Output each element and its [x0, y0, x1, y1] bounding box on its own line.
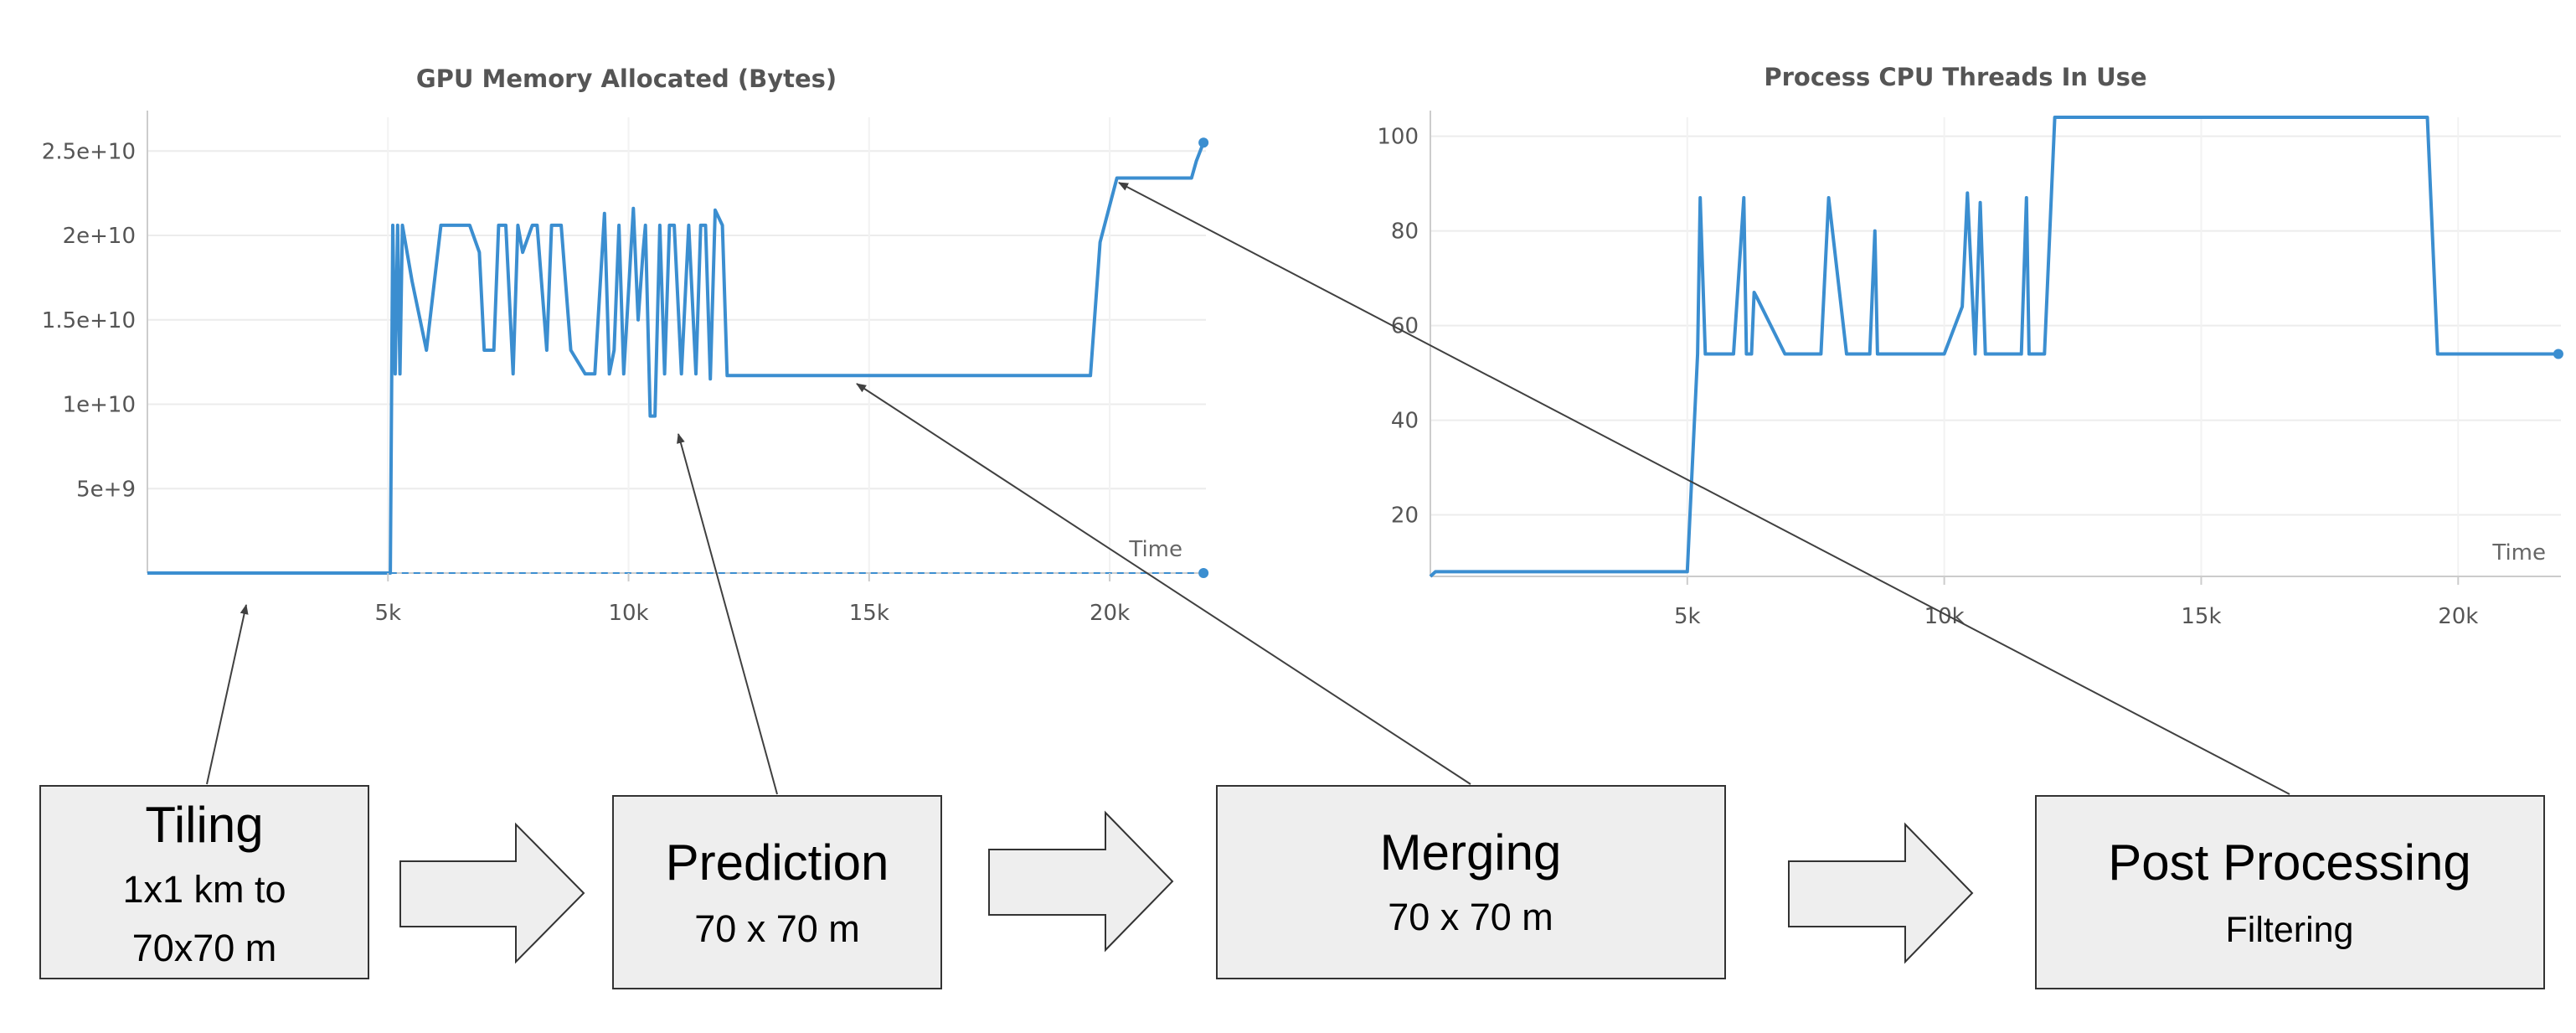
x-tick-label: 15k — [849, 601, 889, 626]
stage-post-processing-title: Post Processing — [2108, 834, 2471, 891]
y-tick-label: 100 — [1377, 125, 1419, 150]
block-arrow-3 — [1788, 822, 1974, 964]
gpu-chart-title: GPU Memory Allocated (Bytes) — [416, 65, 837, 93]
series-line — [147, 142, 1205, 575]
y-tick-label: 5e+9 — [76, 477, 136, 502]
x-tick-label: 10k — [1924, 604, 1965, 629]
x-tick-label: 20k — [1090, 601, 1130, 626]
cpu-chart-xlabel: Time — [2491, 540, 2546, 566]
stage-tiling-line-1: 1x1 km to — [122, 868, 286, 911]
stage-prediction-title: Prediction — [666, 834, 889, 891]
series-end-point — [1198, 137, 1209, 148]
series-end-point — [2553, 349, 2563, 359]
x-tick-label: 10k — [608, 601, 648, 626]
stage-post-processing-line-1: Filtering — [2226, 910, 2354, 950]
x-tick-label: 20k — [2438, 604, 2478, 629]
pointer-post-processing — [1118, 182, 2290, 795]
block-arrow-2 — [988, 810, 1174, 953]
y-tick-label: 1.5e+10 — [42, 308, 136, 333]
pointer-merging — [856, 383, 1471, 785]
stage-merging-line-1: 70 x 70 m — [1388, 896, 1553, 938]
pointer-prediction — [677, 433, 778, 795]
stage-post-processing: Post Processing Filtering — [2035, 795, 2545, 989]
gpu-chart-xlabel: Time — [1128, 537, 1182, 562]
series-line — [1429, 116, 2558, 578]
block-arrow-1 — [399, 822, 585, 964]
y-tick-label: 2.5e+10 — [42, 139, 136, 164]
x-tick-label: 5k — [1674, 604, 1701, 629]
stage-prediction: Prediction 70 x 70 m — [612, 795, 942, 989]
cpu-chart-title: Process CPU Threads In Use — [1764, 63, 2146, 91]
y-tick-label: 1e+10 — [63, 393, 136, 418]
stage-merging: Merging 70 x 70 m — [1216, 785, 1726, 979]
x-tick-label: 15k — [2181, 604, 2221, 629]
cpu-threads-chart: Process CPU Threads In Use 204060801005k… — [1377, 63, 2563, 629]
stage-tiling: Tiling 1x1 km to 70x70 m — [39, 785, 369, 979]
stage-prediction-line-1: 70 x 70 m — [694, 907, 860, 950]
x-tick-label: 5k — [374, 601, 401, 626]
pointer-tiling — [206, 604, 249, 785]
stage-merging-title: Merging — [1380, 824, 1562, 881]
y-tick-label: 80 — [1391, 220, 1419, 245]
y-tick-label: 40 — [1391, 409, 1419, 434]
stage-tiling-title: Tiling — [145, 797, 263, 853]
stage-tiling-line-2: 70x70 m — [132, 927, 277, 969]
y-tick-label: 2e+10 — [63, 224, 136, 249]
gpu-memory-chart: GPU Memory Allocated (Bytes) 5e+9 1e+10 1.… — [42, 65, 1209, 626]
series-end-point — [1198, 568, 1209, 578]
y-tick-label: 20 — [1391, 504, 1419, 529]
